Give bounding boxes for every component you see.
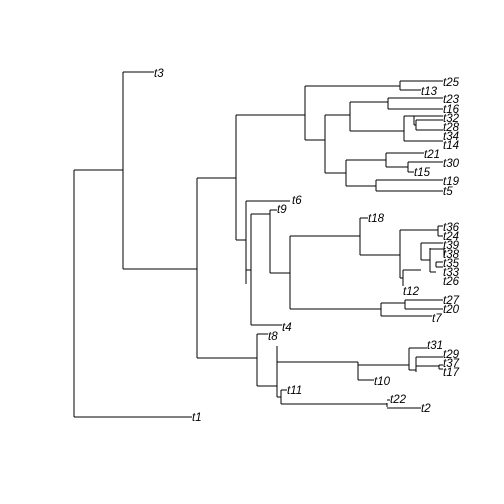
tip-label-t20: t20: [443, 304, 460, 316]
tip-label-t7: t7: [432, 313, 442, 325]
tip-label-t32: t32: [443, 113, 460, 125]
tip-label-t13: t13: [421, 86, 438, 98]
tip-label-t22: t22: [390, 394, 407, 406]
tip-label-t11: t11: [287, 385, 302, 397]
tip-label-t31: t31: [427, 340, 443, 352]
tip-label-t37: t37: [443, 358, 460, 370]
tip-label-t9: t9: [277, 204, 287, 216]
tip-label-t14: t14: [443, 140, 459, 152]
tip-label-t3: t3: [154, 68, 164, 80]
tip-label-t25: t25: [443, 77, 460, 89]
tip-label-t16: t16: [443, 104, 460, 116]
tip-label-t36: t36: [443, 222, 460, 234]
tip-label-t27: t27: [443, 295, 460, 307]
tip-label-t34: t34: [443, 131, 459, 143]
tip-label-t15: t15: [414, 167, 431, 179]
tip-label-t19: t19: [443, 176, 460, 188]
tip-label-t26: t26: [443, 276, 460, 288]
tip-label-t35: t35: [443, 258, 460, 270]
tip-label-t28: t28: [443, 122, 460, 134]
tip-label-t5: t5: [443, 186, 453, 198]
tip-label-t6: t6: [292, 195, 302, 207]
tip-label-t8: t8: [268, 331, 278, 343]
tip-label-t30: t30: [443, 158, 460, 170]
tip-label-t17: t17: [443, 367, 460, 379]
tip-label-t12: t12: [403, 286, 420, 298]
tip-label-t2: t2: [421, 403, 431, 415]
tip-label-t23: t23: [443, 94, 460, 106]
tip-label-t1: t1: [192, 412, 202, 424]
tip-label-t24: t24: [443, 231, 459, 243]
tree-branches: [73, 71, 445, 418]
tip-label-t29: t29: [443, 349, 460, 361]
tip-label-t38: t38: [443, 249, 460, 261]
tip-label-t33: t33: [443, 267, 460, 279]
tip-label-t18: t18: [368, 213, 385, 225]
tip-label-t10: t10: [374, 376, 391, 388]
tip-label-t4: t4: [282, 322, 292, 334]
tip-label-t21: t21: [424, 149, 440, 161]
tip-label-t39: t39: [443, 240, 460, 252]
